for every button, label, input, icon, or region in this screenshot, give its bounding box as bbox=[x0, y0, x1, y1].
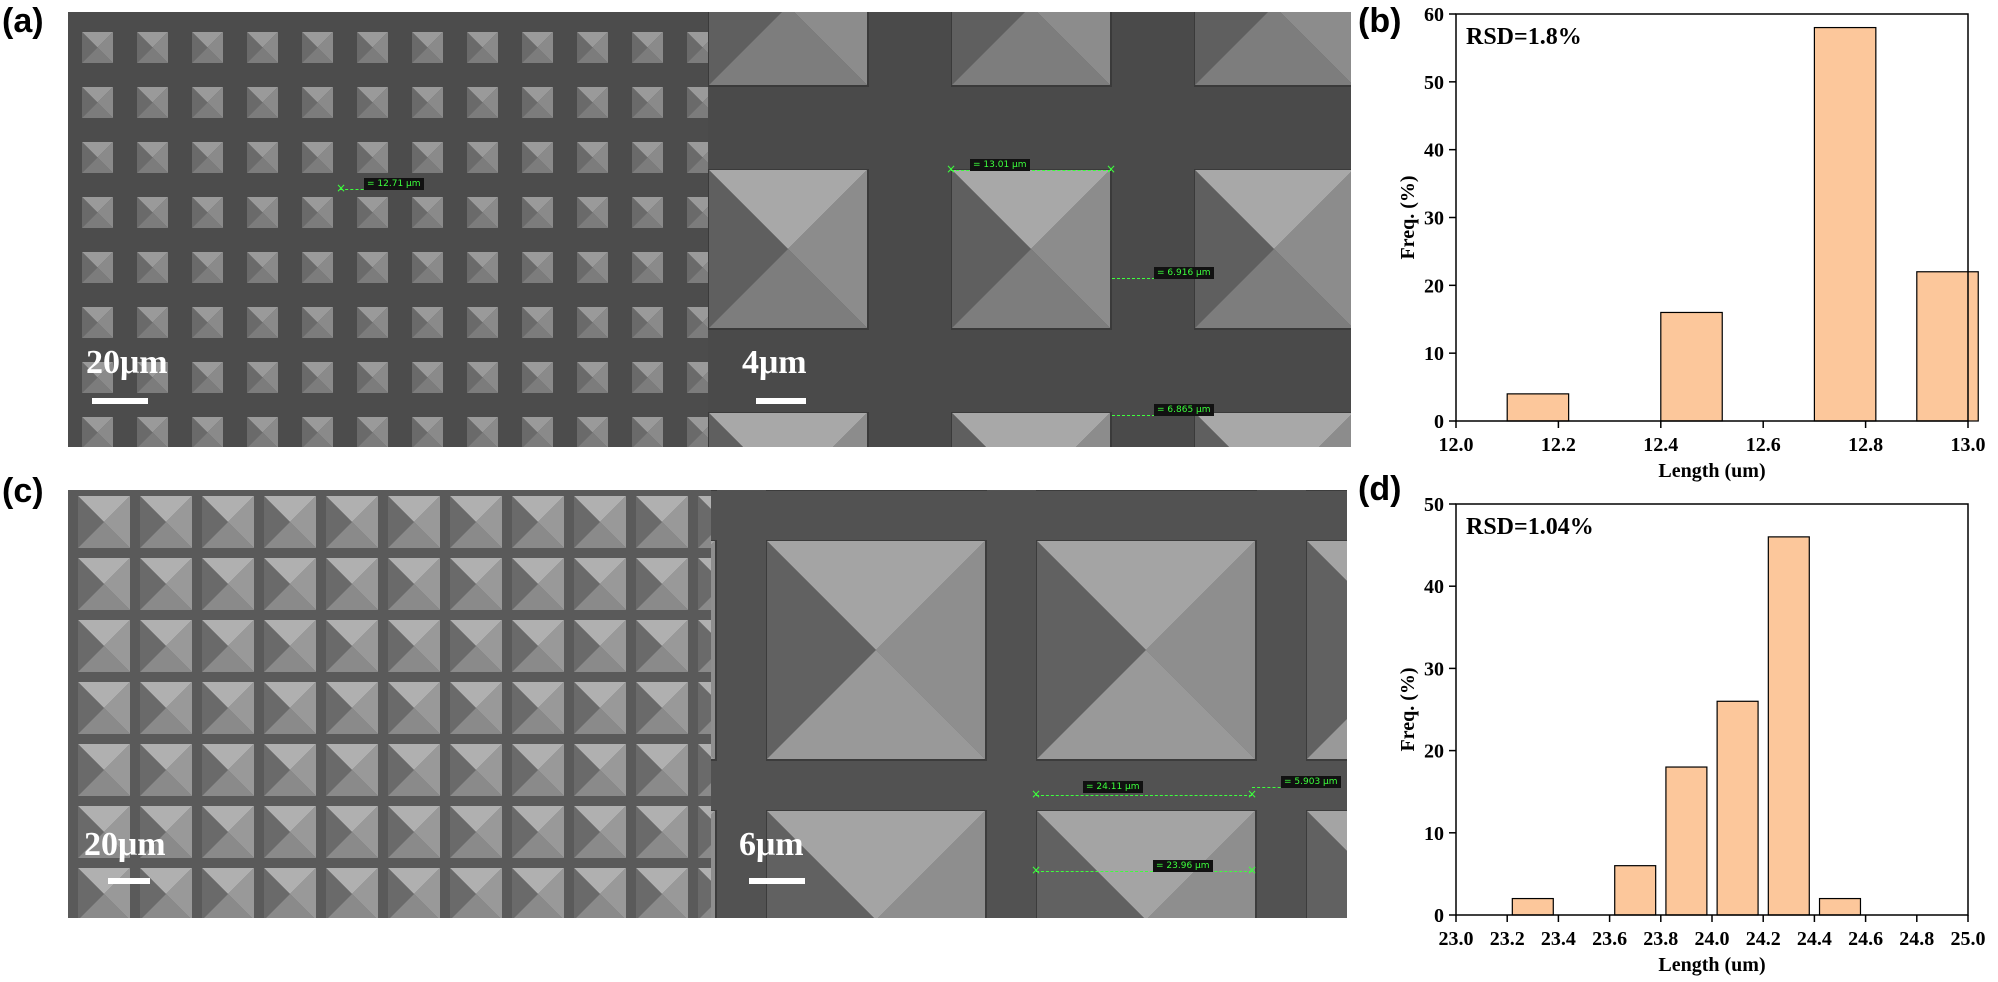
pyramid-array-a-right bbox=[708, 12, 1351, 447]
measurement-label: = 23.96 μm bbox=[1153, 860, 1213, 872]
x-tick-label: 12.2 bbox=[1541, 434, 1576, 456]
panel-label-b: (b) bbox=[1358, 2, 1402, 40]
measure-line bbox=[340, 189, 374, 190]
histogram-bar bbox=[1767, 536, 1810, 916]
histogram-bar bbox=[1813, 26, 1877, 422]
measurement-label: = 6.916 μm bbox=[1154, 267, 1214, 279]
histogram-b: 12.0 12.2 12.4 12.6 12.8 13.0 0 10 20 30 40 50 60 Len… bbox=[1397, 4, 1986, 482]
y-axis-title: Freq. (%) bbox=[1397, 175, 1419, 259]
scale-bar bbox=[92, 398, 148, 404]
y-tick-label: 50 bbox=[1424, 72, 1444, 94]
y-tick-label: 30 bbox=[1424, 208, 1444, 230]
sem-image-a-overview: × = 12.71 μm 20μm bbox=[68, 12, 708, 447]
y-tick-label: 40 bbox=[1424, 576, 1444, 598]
x-tick-label: 23.0 bbox=[1439, 928, 1474, 950]
histogram-d: 23.0 23.2 23.4 23.6 23.8 24.0 24.2 24.4 24.6 24.8… bbox=[1397, 494, 1986, 976]
x-tick-label: 25.0 bbox=[1951, 928, 1986, 950]
y-tick-label: 20 bbox=[1424, 741, 1444, 763]
histogram-bar bbox=[1511, 897, 1554, 916]
measure-line bbox=[1036, 795, 1252, 796]
scale-bar bbox=[108, 878, 150, 884]
measure-line bbox=[1112, 278, 1190, 279]
measure-marker: × bbox=[1247, 787, 1258, 801]
x-tick-label: 13.0 bbox=[1951, 434, 1986, 456]
x-tick-label: 12.0 bbox=[1439, 434, 1474, 456]
scale-label: 4μm bbox=[742, 344, 807, 381]
measure-line bbox=[951, 170, 1111, 171]
y-tick-label: 30 bbox=[1424, 658, 1444, 680]
sem-image-c-zoom: × × = 24.11 μm = 5.903 μm × × = 23.96 μm… bbox=[711, 490, 1347, 918]
measure-marker: × bbox=[1031, 863, 1042, 877]
histogram-bar bbox=[1716, 700, 1759, 916]
histogram-bar bbox=[1818, 897, 1862, 916]
measure-marker: × bbox=[336, 181, 347, 195]
scale-label: 6μm bbox=[739, 826, 804, 863]
panel-label-a: (a) bbox=[2, 2, 44, 40]
y-tick-label: 10 bbox=[1424, 823, 1444, 845]
pyramid-array-a-left bbox=[68, 12, 708, 447]
y-tick-label: 40 bbox=[1424, 140, 1444, 162]
x-tick-label: 24.8 bbox=[1899, 928, 1934, 950]
scale-label: 20μm bbox=[86, 344, 168, 381]
measure-line bbox=[1036, 871, 1252, 872]
x-tick-label: 24.2 bbox=[1746, 928, 1781, 950]
plot-frame bbox=[1455, 503, 1969, 916]
panel-label-c: (c) bbox=[2, 472, 44, 510]
y-tick-label: 0 bbox=[1434, 411, 1444, 433]
histogram-bar bbox=[1614, 865, 1657, 916]
histogram-bar bbox=[1665, 766, 1708, 916]
sem-image-a-zoom: × × = 13.01 μm = 6.916 μm = 6.865 μm 4μm bbox=[708, 12, 1351, 447]
pyramid-array-c-right bbox=[711, 490, 1347, 918]
x-tick-label: 12.6 bbox=[1746, 434, 1781, 456]
measurement-label: = 13.01 μm bbox=[970, 159, 1030, 171]
x-axis-title: Length (um) bbox=[1658, 954, 1765, 976]
scale-bar bbox=[749, 878, 805, 884]
y-tick-label: 60 bbox=[1424, 4, 1444, 26]
y-axis-title: Freq. (%) bbox=[1397, 667, 1419, 751]
scale-bar bbox=[756, 398, 806, 404]
measure-marker: × bbox=[1247, 863, 1258, 877]
x-tick-label: 24.4 bbox=[1797, 928, 1832, 950]
measurement-label: = 12.71 μm bbox=[364, 178, 424, 190]
sem-image-c-overview: 20μm bbox=[68, 490, 711, 918]
x-tick-label: 23.2 bbox=[1490, 928, 1525, 950]
measure-marker: × bbox=[946, 162, 957, 176]
x-tick-label: 12.4 bbox=[1643, 434, 1678, 456]
rsd-annotation: RSD=1.8% bbox=[1466, 24, 1582, 50]
measure-marker: × bbox=[1106, 162, 1117, 176]
scale-label: 20μm bbox=[84, 826, 166, 863]
x-axis-title: Length (um) bbox=[1658, 460, 1765, 482]
x-tick-label: 23.4 bbox=[1541, 928, 1576, 950]
measurement-label: = 6.865 μm bbox=[1154, 404, 1214, 416]
measure-marker: × bbox=[1031, 787, 1042, 801]
measure-line bbox=[1112, 415, 1190, 416]
panel-label-d: (d) bbox=[1358, 470, 1402, 508]
histogram-bar bbox=[1506, 393, 1570, 422]
x-tick-label: 23.6 bbox=[1592, 928, 1627, 950]
x-tick-label: 12.8 bbox=[1848, 434, 1883, 456]
x-tick-label: 24.0 bbox=[1695, 928, 1730, 950]
x-tick-label: 24.6 bbox=[1848, 928, 1883, 950]
x-tick-label: 23.8 bbox=[1643, 928, 1678, 950]
rsd-annotation: RSD=1.04% bbox=[1466, 514, 1594, 540]
histogram-bar bbox=[1916, 271, 1979, 422]
y-tick-label: 10 bbox=[1424, 343, 1444, 365]
pyramid-array-c-left bbox=[68, 490, 711, 918]
y-tick-label: 0 bbox=[1434, 905, 1444, 927]
y-tick-label: 50 bbox=[1424, 494, 1444, 516]
measurement-label: = 5.903 μm bbox=[1281, 776, 1341, 788]
histogram-bar bbox=[1660, 311, 1723, 422]
measurement-label: = 24.11 μm bbox=[1083, 781, 1143, 793]
y-tick-label: 20 bbox=[1424, 275, 1444, 297]
